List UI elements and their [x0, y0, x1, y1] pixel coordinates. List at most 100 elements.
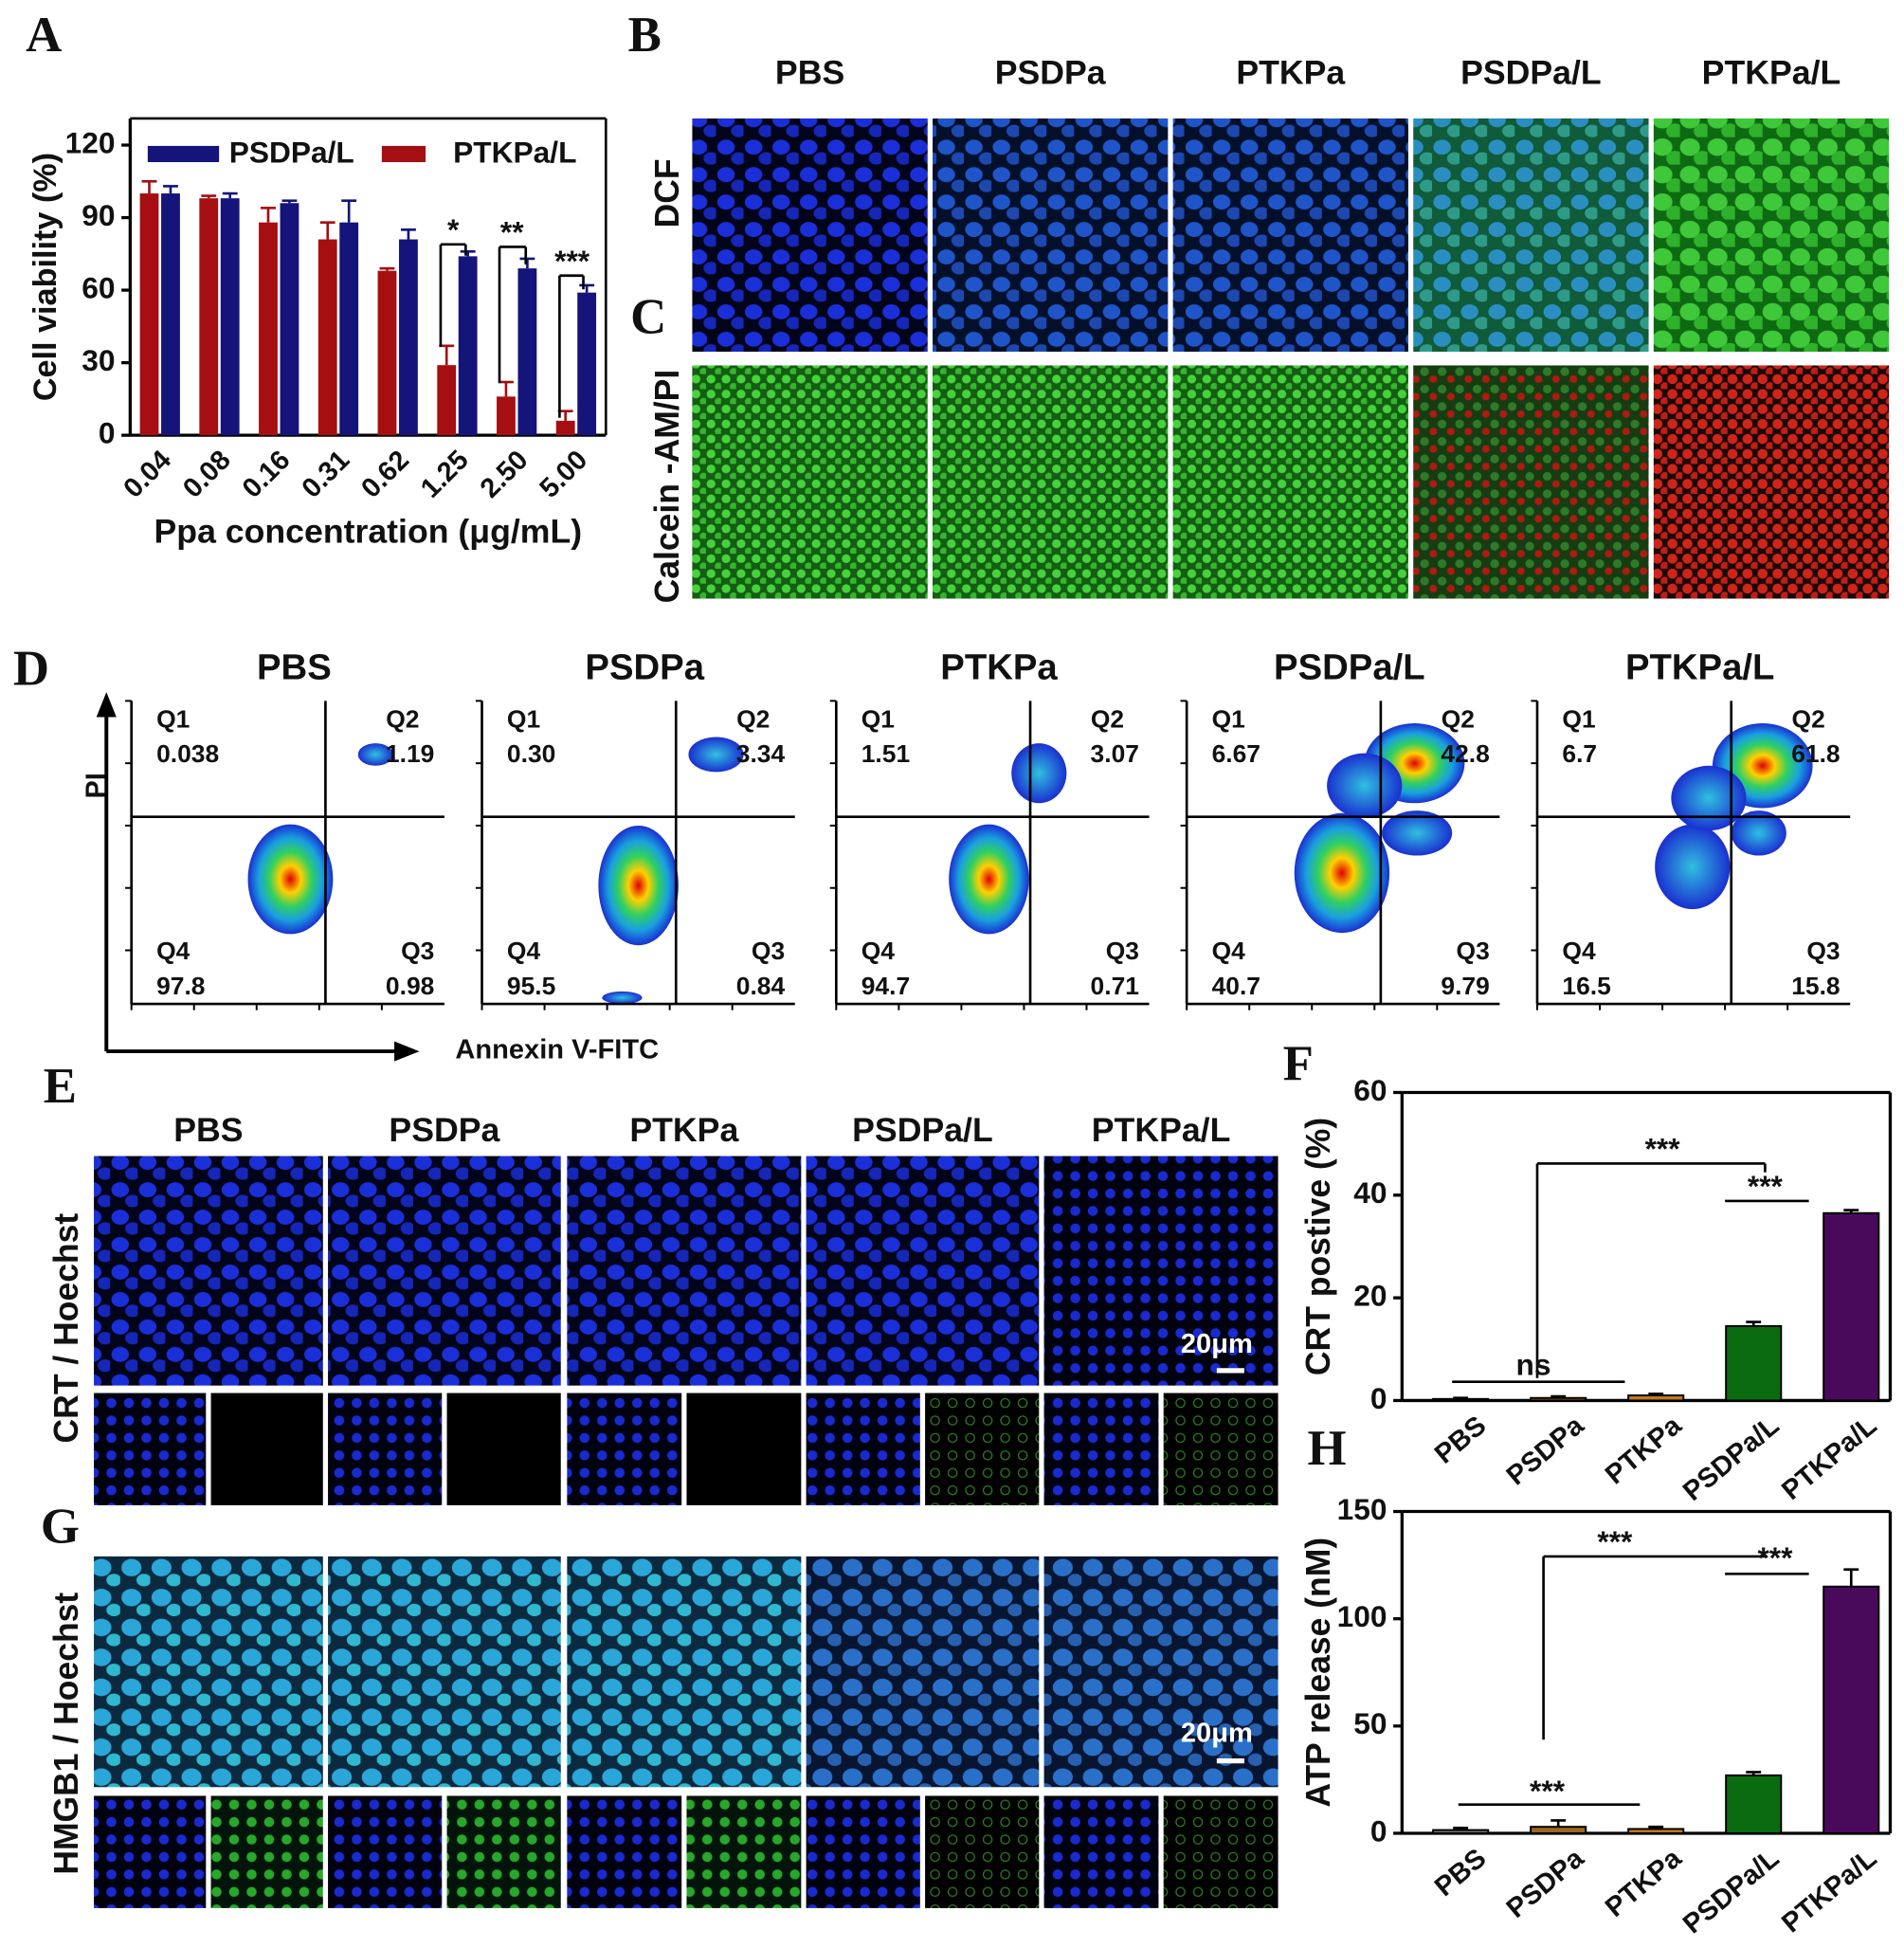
column-header: PSDPa [995, 53, 1107, 91]
row-label: CRT / Hoechst [47, 1213, 85, 1444]
plot-title: PSDPa/L [1274, 647, 1425, 688]
micrograph [1163, 1393, 1278, 1505]
label: 3.07 [1091, 739, 1139, 768]
error-bar [1843, 1568, 1859, 1587]
flow-plot [598, 737, 744, 1005]
label: 0.30 [507, 739, 555, 768]
density [1671, 765, 1747, 831]
label: 15.8 [1791, 972, 1840, 1000]
error-bar [579, 283, 595, 293]
micrograph [806, 1556, 1040, 1788]
y-tick-label: 60 [1353, 1073, 1387, 1107]
panel-label: A [26, 8, 62, 63]
axis-label: PI [82, 773, 112, 798]
micrograph [567, 1156, 802, 1386]
significance-label: *** [1757, 1540, 1793, 1575]
error-bar [281, 199, 298, 204]
micrograph [567, 1556, 802, 1788]
micrograph [1043, 1156, 1278, 1386]
micrograph [933, 118, 1169, 353]
label: Q4 [156, 937, 190, 965]
bar [1432, 1829, 1490, 1834]
label: Q2 [1792, 704, 1825, 733]
density [1294, 812, 1390, 934]
micrograph [686, 1795, 802, 1908]
density [1655, 824, 1731, 910]
x-tick-label: 0.31 [297, 445, 356, 503]
column-header: PTKPa [629, 1111, 739, 1149]
column-header: PTKPa/L [1702, 53, 1841, 91]
significance-label: ** [500, 215, 524, 249]
micrograph [1172, 118, 1408, 353]
label: 42.8 [1441, 739, 1489, 768]
panel-label: B [628, 8, 662, 63]
error-bar [460, 249, 476, 257]
micrograph [1653, 365, 1890, 599]
x-tick-label: PSDPa [1501, 1843, 1590, 1924]
density [602, 991, 643, 1005]
micrograph [1413, 118, 1649, 353]
axis-label: Annexin V-FITC [455, 1035, 659, 1065]
micrograph [925, 1393, 1040, 1505]
legend-label: PTKPa/L [453, 136, 576, 170]
bar [259, 222, 278, 436]
label: 95.5 [507, 972, 555, 1000]
label: 1.19 [386, 739, 434, 768]
micrograph [94, 1556, 323, 1788]
density [357, 743, 393, 766]
x-tick-label: PTKPa [1600, 1410, 1688, 1490]
significance-label: * [447, 212, 460, 246]
x-tick-label: PTKPa/L [1776, 1411, 1882, 1506]
significance-label: *** [1748, 1169, 1784, 1203]
label: Q3 [1806, 937, 1840, 965]
micrograph [806, 1156, 1040, 1386]
density [247, 824, 334, 935]
scale-bar-label: 20μm [1181, 1329, 1253, 1359]
error-bar [499, 380, 514, 397]
micrograph [1163, 1795, 1278, 1908]
x-tick-label: PTKPa [1600, 1843, 1688, 1923]
error-bar [261, 207, 276, 223]
bar [577, 292, 597, 436]
bar [399, 239, 418, 436]
bar [458, 256, 478, 436]
flow-plot [1294, 723, 1465, 934]
micrograph [446, 1393, 561, 1505]
panel-label: C [630, 290, 666, 345]
label: 9.79 [1441, 972, 1489, 1000]
panel-label: D [13, 642, 49, 697]
bar [1822, 1211, 1880, 1402]
label: Q4 [1562, 937, 1596, 965]
density [1382, 810, 1453, 856]
micrograph [210, 1393, 323, 1505]
y-tick-label: 0 [99, 416, 116, 450]
label: Q1 [1212, 704, 1245, 733]
label: Q2 [736, 704, 770, 733]
x-tick-label: PTKPa/L [1776, 1843, 1882, 1939]
x-tick-label: PSDPa/L [1677, 1411, 1785, 1507]
label: 3.34 [736, 739, 786, 768]
column-header: PSDPa/L [852, 1111, 993, 1149]
column-header: PTKPa [1236, 53, 1346, 91]
scale-bar-label: 20μm [1181, 1719, 1253, 1749]
micrograph [692, 118, 928, 353]
micrograph [1043, 1393, 1159, 1505]
label: 1.51 [861, 739, 910, 768]
column-header: PTKPa/L [1092, 1111, 1231, 1149]
plot-title: PTKPa/L [1625, 647, 1774, 688]
bar [1530, 1396, 1587, 1402]
y-tick-label: 0 [1370, 1813, 1387, 1848]
bar [199, 198, 219, 436]
error-bar [319, 221, 335, 240]
error-bar [201, 194, 217, 199]
label: Q1 [156, 704, 190, 733]
error-bar [141, 179, 157, 194]
micrograph [692, 365, 928, 599]
micrograph [328, 1393, 443, 1505]
bar [437, 365, 457, 436]
y-tick-label: 20 [1353, 1279, 1387, 1313]
significance-label: *** [554, 244, 590, 278]
y-tick-label: 30 [82, 343, 115, 377]
label: 61.8 [1791, 739, 1840, 768]
